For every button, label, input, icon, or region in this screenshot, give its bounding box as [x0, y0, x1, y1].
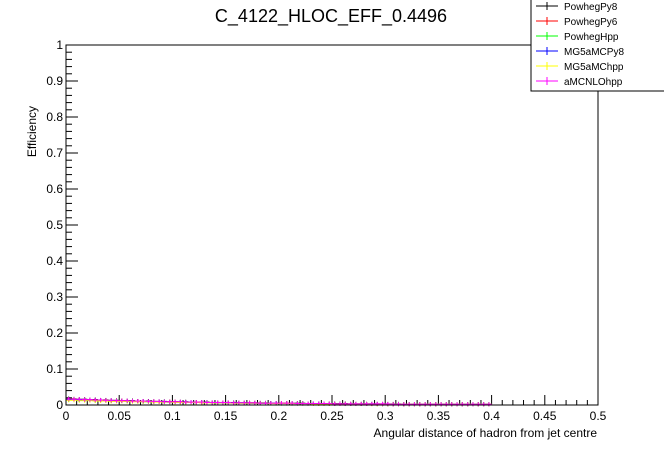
legend-label: PowhegPy8	[564, 2, 618, 13]
legend-label: MG5aMCPy8	[564, 47, 624, 58]
x-tick-label: 0.3	[377, 409, 394, 423]
y-tick-label: 0.4	[46, 254, 63, 268]
y-tick-label: 0.3	[46, 290, 63, 304]
legend-entry: PowhegPy6	[536, 17, 618, 28]
y-tick-label: 0.7	[46, 146, 63, 160]
y-tick-label: 0.2	[46, 326, 63, 340]
y-tick-label: 0	[56, 398, 63, 412]
x-axis-ticks: 0 0.05 0.1 0.15 0.2 0.25 0.3 0.35 0.4 0.45 0.5	[63, 395, 607, 423]
x-tick-label: 0.35	[427, 409, 451, 423]
x-tick-label: 0.45	[533, 409, 557, 423]
legend-label: PowhegHpp	[564, 32, 619, 43]
legend: PowhegPy8 PowhegPy6 PowhegHpp MG5aMCPy8 MG5a…	[530, 0, 664, 92]
x-tick-label: 0.05	[108, 409, 132, 423]
y-tick-label: 0.6	[46, 182, 63, 196]
series-aMCNLOhpp	[66, 396, 492, 407]
chart-title: C_4122_HLOC_EFF_0.4496	[215, 6, 447, 27]
x-axis-label: Angular distance of hadron from jet cent…	[374, 426, 598, 440]
y-tick-label: 0.8	[46, 110, 63, 124]
legend-entry: MG5aMCPy8	[536, 47, 624, 58]
legend-label: PowhegPy6	[564, 17, 618, 28]
y-tick-label: 0.5	[46, 218, 63, 232]
y-axis-label: Efficiency	[25, 106, 39, 157]
legend-label: aMCNLOhpp	[564, 77, 623, 88]
y-tick-label: 1	[56, 38, 63, 52]
y-axis-ticks: 0 0.1 0.2 0.3 0.4 0.5 0.6 0.7 0.8 0.9 1	[46, 38, 78, 412]
x-tick-label: 0.4	[483, 409, 500, 423]
x-tick-label: 0	[63, 409, 70, 423]
plot-frame	[65, 44, 599, 406]
legend-label: MG5aMChpp	[564, 62, 624, 73]
x-tick-label: 0.1	[164, 409, 181, 423]
legend-entry: MG5aMChpp	[536, 62, 624, 73]
legend-box	[530, 0, 664, 92]
legend-entry: aMCNLOhpp	[536, 77, 623, 88]
x-tick-label: 0.2	[270, 409, 287, 423]
legend-entry: PowhegPy8	[536, 2, 618, 13]
x-tick-label: 0.15	[214, 409, 238, 423]
legend-entry: PowhegHpp	[536, 32, 619, 43]
x-tick-label: 0.25	[320, 409, 344, 423]
x-tick-label: 0.5	[590, 409, 607, 423]
y-tick-label: 0.9	[46, 74, 63, 88]
y-tick-label: 0.1	[46, 362, 63, 376]
series-layer	[66, 396, 492, 407]
